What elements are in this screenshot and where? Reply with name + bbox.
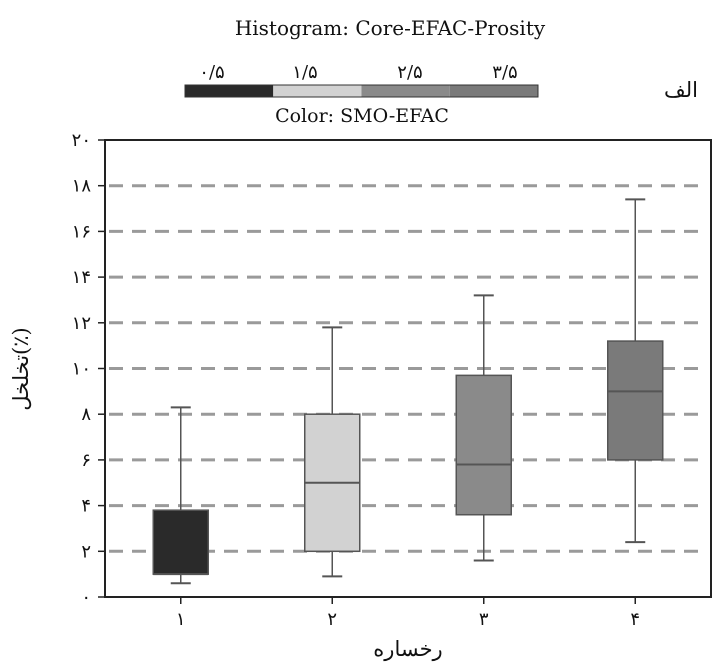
y-axis-label: تخلخل(٪) — [9, 327, 33, 410]
panel-label: الف — [664, 78, 698, 102]
grid-lines — [109, 184, 707, 553]
colorbar-tick-label: ۰/۵ — [199, 62, 224, 83]
colorbar-segment — [273, 85, 362, 97]
box-3 — [455, 294, 512, 562]
chart-title: Histogram: Core-EFAC-Prosity — [235, 16, 546, 40]
colorbar-tick-label: ۲/۵ — [397, 62, 422, 83]
x-tick-label: ۱ — [176, 609, 186, 630]
colorbar-segment — [449, 85, 538, 97]
colorbar-tick-label: ۱/۵ — [292, 62, 317, 83]
colorbar-segment — [361, 85, 450, 97]
x-axis: ۱ ۲ ۳ ۴ — [176, 597, 640, 630]
x-tick-label: ۳ — [479, 609, 489, 630]
box-body — [152, 509, 209, 575]
x-tick-label: ۴ — [630, 609, 640, 630]
box-1 — [152, 406, 209, 585]
box-2 — [304, 326, 361, 578]
y-tick-label: ۲۰ — [72, 130, 91, 151]
y-tick-label: ۰ — [81, 587, 91, 608]
box-body — [607, 340, 664, 461]
colorbar-frame — [184, 84, 539, 98]
y-tick-label: ۲ — [81, 541, 91, 562]
y-tick-label: ۸ — [81, 404, 91, 425]
colorbar-segment — [185, 85, 274, 97]
boxes — [152, 198, 664, 585]
y-tick-label: ۱۲ — [72, 313, 91, 334]
colorbar: ۰/۵ ۱/۵ ۲/۵ ۳/۵ — [184, 62, 539, 98]
x-tick-label: ۲ — [327, 609, 337, 630]
colorbar-tick-label: ۳/۵ — [492, 62, 517, 83]
y-tick-label: ۴ — [81, 496, 91, 517]
y-tick-label: ۱۶ — [72, 221, 91, 242]
y-tick-label: ۶ — [81, 450, 91, 471]
y-tick-label: ۱۰ — [72, 359, 91, 380]
y-tick-label: ۱۸ — [72, 176, 92, 197]
y-tick-label: ۱۴ — [72, 267, 91, 288]
y-axis: ۰ ۲ ۴ ۶ ۸ ۱۰ ۱۲ ۱۴ ۱۶ ۱۸ ۲۰ — [72, 130, 105, 608]
box-4 — [607, 198, 664, 544]
colorbar-label: Color: SMO-EFAC — [275, 105, 449, 127]
x-axis-label: رخساره — [373, 637, 442, 662]
box-body — [455, 374, 512, 516]
